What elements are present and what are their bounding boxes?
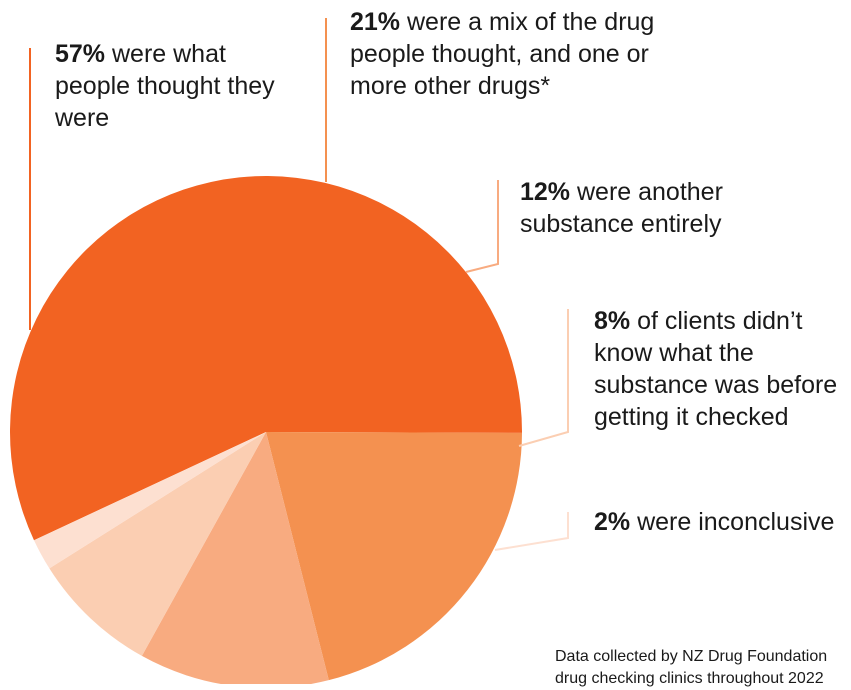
- slice-percent: 57%: [55, 40, 106, 68]
- slice-text: of clients didn’t know what the substanc…: [594, 307, 838, 431]
- leader-line-unknown-before: [518, 309, 569, 447]
- slice-label-inconclusive: 2% were inconclusive: [594, 506, 851, 538]
- slice-label-unknown-before: 8% of clients didn’t know what the subst…: [594, 305, 851, 433]
- slice-text: were another substance entirely: [520, 178, 723, 238]
- source-note: Data collected by NZ Drug Foundation dru…: [555, 648, 828, 687]
- slice-text: were what people thought they were: [55, 40, 275, 132]
- slice-label-mix: 21% were a mix of the drug people though…: [350, 6, 710, 102]
- pie-slice-what-people-thought: [10, 175, 523, 541]
- pie-slice-another-substance: [141, 432, 329, 684]
- pie-slice-unknown-before: [49, 432, 267, 656]
- leader-line-inconclusive: [494, 512, 569, 551]
- slice-percent: 21%: [350, 8, 401, 36]
- slice-percent: 12%: [520, 178, 571, 206]
- leader-line-another-substance: [465, 180, 499, 273]
- slice-text: were inconclusive: [630, 508, 835, 536]
- pie-slice-mix: [266, 432, 522, 681]
- slice-label-what-people-thought: 57% were what people thought they were: [55, 38, 295, 134]
- slice-label-another-substance: 12% were another substance entirely: [520, 176, 820, 240]
- slice-percent: 2%: [594, 508, 631, 536]
- slice-text: were a mix of the drug people thought, a…: [350, 8, 655, 100]
- slice-percent: 8%: [594, 307, 631, 335]
- pie-slice-inconclusive: [33, 432, 266, 569]
